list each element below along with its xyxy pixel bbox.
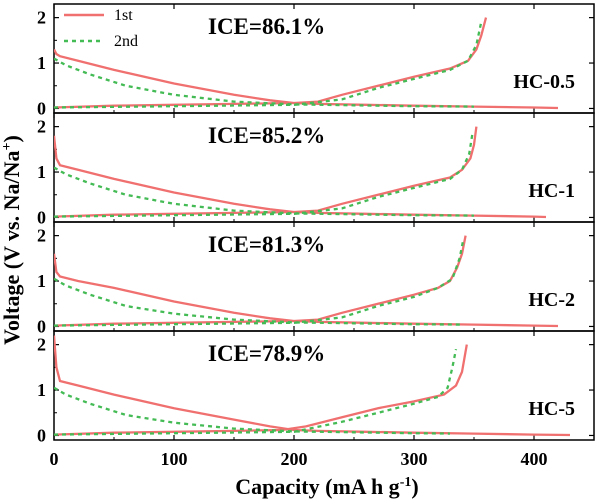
panels-group: 0 1 2 ICE=86.1% HC-0.5 0 1 2 ICE=85.2% HC-1 0 1 2 ICE… <box>37 3 595 445</box>
legend: 1st 2nd <box>64 7 138 50</box>
series-1st-discharge <box>54 335 571 437</box>
panel-hc-05: 0 1 2 ICE=86.1% HC-0.5 <box>37 3 595 118</box>
y-tick-label: 1 <box>37 53 46 73</box>
y-tick-label: 1 <box>37 162 46 182</box>
series-2nd-discharge <box>54 166 475 217</box>
ice-label: ICE=86.1% <box>208 14 325 39</box>
x-tick-label: 100 <box>161 449 188 469</box>
y-tick-label: 1 <box>37 380 46 400</box>
y-tick-label: 2 <box>37 335 46 355</box>
series-1st-discharge <box>54 253 559 328</box>
panel-hc-5: 0 1 2 ICE=78.9% HC-5 <box>37 330 595 445</box>
ice-label: ICE=78.9% <box>208 341 325 366</box>
sample-label: HC-1 <box>528 180 575 202</box>
series-2nd-discharge <box>54 277 463 326</box>
series-2nd-discharge <box>54 386 451 435</box>
x-tick-label: 400 <box>521 449 548 469</box>
x-tick-labels: 0 100 200 300 400 <box>50 449 548 469</box>
x-tick-label: 0 <box>50 449 59 469</box>
x-tick-label: 300 <box>401 449 428 469</box>
series-2nd-charge <box>54 348 458 436</box>
series-1st-discharge <box>54 48 559 110</box>
series-2nd-charge <box>54 21 483 109</box>
x-tick-label: 200 <box>281 449 308 469</box>
series-1st-charge <box>54 126 478 218</box>
y-tick-label: 2 <box>37 8 46 28</box>
x-axis-title: Capacity (mA h g-1) <box>235 474 418 499</box>
y-axis-title: Voltage (V vs. Na/Na+) <box>0 135 24 345</box>
y-axis-title-close: ) <box>0 135 24 142</box>
y-tick-label: 0 <box>37 98 46 118</box>
series-1st-charge <box>54 344 468 436</box>
sample-label: HC-2 <box>528 289 575 311</box>
series-2nd-discharge <box>54 57 475 108</box>
ice-label: ICE=81.3% <box>208 232 325 257</box>
ice-label: ICE=85.2% <box>208 123 325 148</box>
panel-hc-2: 0 1 2 ICE=81.3% HC-2 <box>37 221 595 336</box>
y-tick-label: 0 <box>37 207 46 227</box>
x-axis-title-sup: -1 <box>400 475 412 490</box>
sample-label: HC-5 <box>528 398 575 420</box>
legend-2nd-label: 2nd <box>114 33 138 50</box>
y-tick-label: 0 <box>37 316 46 336</box>
y-axis-title-sup: + <box>0 142 15 150</box>
series-2nd-charge <box>54 131 474 218</box>
legend-1st-label: 1st <box>114 7 133 24</box>
y-tick-label: 0 <box>37 425 46 445</box>
series-1st-charge <box>54 17 488 109</box>
y-tick-label: 1 <box>37 271 46 291</box>
panel-hc-1: 0 1 2 ICE=85.2% HC-1 <box>37 112 595 227</box>
panel-frame <box>53 330 595 441</box>
series-1st-charge <box>54 235 467 327</box>
series-1st-discharge <box>54 135 547 219</box>
sample-label: HC-0.5 <box>513 71 575 93</box>
x-axis-title-close: ) <box>411 474 418 499</box>
y-tick-label: 2 <box>37 117 46 137</box>
y-tick-label: 2 <box>37 226 46 246</box>
series-2nd-charge <box>54 239 465 327</box>
